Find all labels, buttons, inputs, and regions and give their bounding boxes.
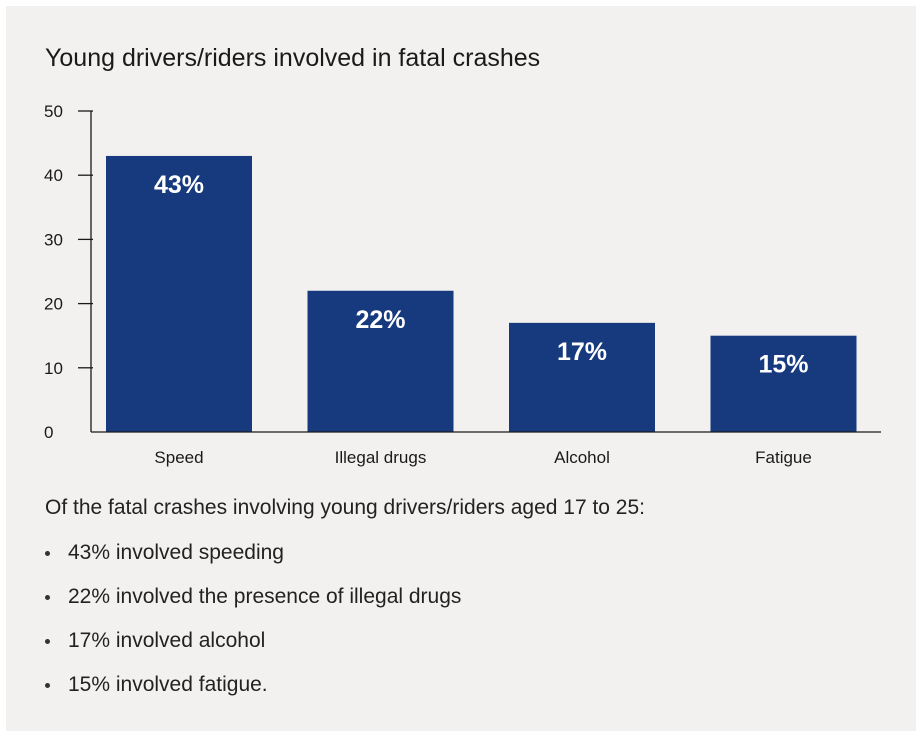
bar-chart: 43% Speed 22% Illegal drugs 17% Alcohol 15% Fat… [44,102,881,467]
bar-data-label: 43% [154,171,204,199]
y-tick-label: 10 [44,359,63,378]
bullet-icon [45,639,50,644]
summary-bullet: 17% involved alcohol [45,629,461,673]
x-tick-label: Speed [154,448,203,467]
summary-bullet-text: 22% involved the presence of illegal dru… [68,585,462,608]
bar-data-label: 15% [758,351,808,379]
bar-data-label: 22% [355,306,405,334]
x-tick-label: Fatigue [755,448,812,467]
bullet-icon [45,683,50,688]
bullet-icon [45,595,50,600]
summary-bullet-text: 17% involved alcohol [68,629,266,652]
bar-fatigue [710,335,857,432]
y-tick-label: 30 [44,230,63,249]
y-tick-label: 40 [44,166,63,185]
summary-bullet: 22% involved the presence of illegal dru… [45,585,461,629]
summary-bullet-text: 15% involved fatigue. [68,673,268,696]
y-tick-label: 50 [44,102,63,121]
x-tick-label: Illegal drugs [335,448,427,467]
chart-title: Young drivers/riders involved in fatal c… [45,44,541,72]
summary-bullet-text: 43% involved speeding [68,541,284,564]
y-tick-label: 20 [44,295,63,314]
summary-list: 43% involved speeding 22% involved the p… [45,541,461,717]
x-tick-label: Alcohol [554,448,610,467]
summary-bullet: 15% involved fatigue. [45,673,461,717]
summary-bullet: 43% involved speeding [45,541,461,585]
bar-illegal-drugs [307,290,454,432]
summary-intro: Of the fatal crashes involving young dri… [45,496,645,519]
y-tick-label: 0 [44,423,53,442]
bar-speed [106,155,252,432]
bar-alcohol [509,322,655,432]
bar-data-label: 17% [557,338,607,366]
bullet-icon [45,551,50,556]
